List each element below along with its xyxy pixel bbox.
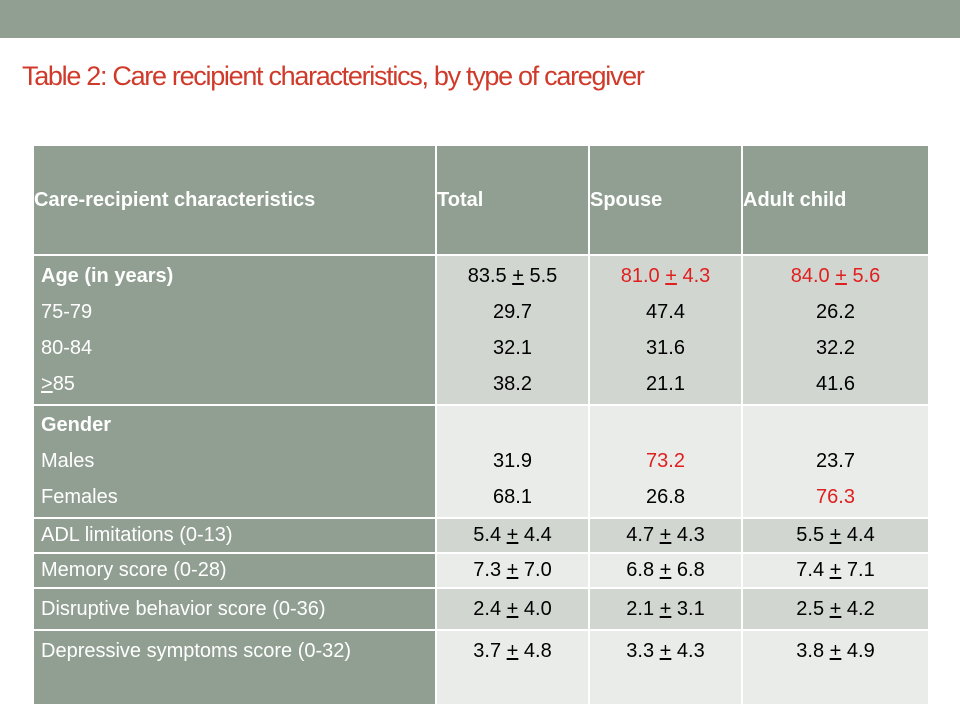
header-characteristics: Care-recipient characteristics: [32, 144, 437, 256]
header-spouse: Spouse: [588, 144, 743, 256]
row-label-gender: Gender Males Females: [32, 404, 437, 519]
table-row-memory: Memory score (0-28) 7.3 + 7.0 6.8 + 6.8 …: [32, 552, 930, 589]
gender-group: Females: [41, 486, 118, 508]
cell-value: 26.8: [646, 486, 685, 508]
cell-value: 3.7 + 4.8: [435, 629, 590, 706]
cell-value: 31.6: [646, 337, 685, 359]
row-label-age: Age (in years) 75-79 80-84 >85: [32, 254, 437, 406]
cell-value: 2.4 + 4.0: [435, 587, 590, 631]
row-label: Depressive symptoms score (0-32): [32, 629, 437, 706]
cell-value: 6.8 + 6.8: [588, 552, 743, 589]
cell-value: 32.2: [816, 337, 855, 359]
cell-value: 26.2: [816, 301, 855, 323]
cell-value: 7.3 + 7.0: [435, 552, 590, 589]
cell-value: 73.2: [646, 450, 685, 472]
caregiver-table: Care-recipient characteristics Total Spo…: [32, 144, 930, 706]
cell-value: 29.7: [493, 301, 532, 323]
gender-group: Males: [41, 450, 95, 472]
cell-value: 3.3 + 4.3: [588, 629, 743, 706]
table-row-adl: ADL limitations (0-13) 5.4 + 4.4 4.7 + 4…: [32, 517, 930, 554]
cell-value: 5.5 + 4.4: [741, 517, 930, 554]
section-label-age: Age (in years): [41, 265, 174, 287]
cell-value: 23.7: [816, 450, 855, 472]
header-adult-child: Adult child: [741, 144, 930, 256]
slide-title: Table 2: Care recipient characteristics,…: [22, 61, 645, 91]
table-row-depressive: Depressive symptoms score (0-32) 3.7 + 4…: [32, 629, 930, 706]
header-total: Total: [435, 144, 590, 256]
age-group: 80-84: [41, 337, 93, 359]
age-mean-total: 83.5 + 5.5: [467, 265, 558, 287]
cell-value: 2.5 + 4.2: [741, 587, 930, 631]
row-label: Memory score (0-28): [32, 552, 437, 589]
cell-value: 38.2: [493, 373, 532, 395]
cell-value: 41.6: [816, 373, 855, 395]
age-group-ge-value: 85: [52, 373, 75, 395]
cell-value: 31.9: [493, 450, 532, 472]
age-mean-child: 84.0 + 5.6: [790, 265, 881, 287]
cell-value: 76.3: [816, 486, 855, 508]
section-label-gender: Gender: [41, 414, 112, 436]
cell-value: 7.4 + 7.1: [741, 552, 930, 589]
cell-age-spouse: 81.0 + 4.3 47.4 31.6 21.1: [588, 254, 743, 406]
cell-age-total: 83.5 + 5.5 29.7 32.1 38.2: [435, 254, 590, 406]
cell-gender-total: 31.9 68.1: [435, 404, 590, 519]
cell-value: 3.8 + 4.9: [741, 629, 930, 706]
row-label: ADL limitations (0-13): [32, 517, 437, 554]
cell-value: 5.4 + 4.4: [435, 517, 590, 554]
cell-value: 21.1: [646, 373, 685, 395]
table-row-age: Age (in years) 75-79 80-84 >85 83.5 + 5.…: [32, 254, 930, 406]
cell-value: 4.7 + 4.3: [588, 517, 743, 554]
table-row-disruptive: Disruptive behavior score (0-36) 2.4 + 4…: [32, 587, 930, 631]
table-row-gender: Gender Males Females 31.9 68.1 73.2 26.8…: [32, 404, 930, 519]
cell-age-child: 84.0 + 5.6 26.2 32.2 41.6: [741, 254, 930, 406]
cell-value: 47.4: [646, 301, 685, 323]
cell-value: 32.1: [493, 337, 532, 359]
age-group: >85: [41, 366, 435, 402]
cell-gender-spouse: 73.2 26.8: [588, 404, 743, 519]
age-mean-spouse: 81.0 + 4.3: [620, 265, 711, 287]
age-group: 75-79: [41, 301, 93, 323]
age-group-ge: >: [41, 373, 53, 395]
top-band: [0, 0, 960, 38]
cell-gender-child: 23.7 76.3: [741, 404, 930, 519]
header-row: Care-recipient characteristics Total Spo…: [32, 144, 930, 256]
cell-value: 68.1: [493, 486, 532, 508]
cell-value: 2.1 + 3.1: [588, 587, 743, 631]
row-label: Disruptive behavior score (0-36): [32, 587, 437, 631]
